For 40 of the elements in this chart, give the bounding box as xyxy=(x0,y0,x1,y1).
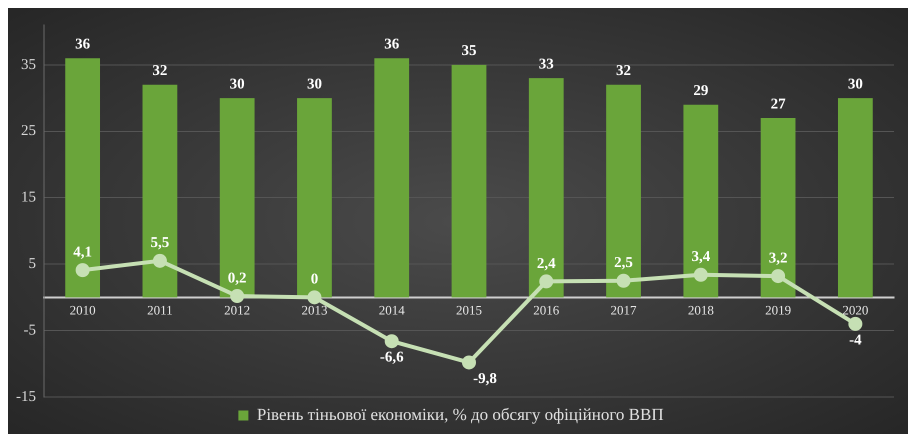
x-tick-label: 2019 xyxy=(765,302,792,318)
data-label: 0 xyxy=(310,272,318,288)
x-tick-label: 2014 xyxy=(378,302,406,318)
x-tick-label: 2016 xyxy=(533,302,560,318)
data-label: 5,5 xyxy=(150,235,170,252)
x-tick-label: 2011 xyxy=(147,302,173,318)
data-label: 0,2 xyxy=(228,270,247,286)
y-tick-label: 15 xyxy=(20,190,36,206)
data-label: 33 xyxy=(538,56,554,73)
data-label: 3,4 xyxy=(691,249,711,266)
data-label: -4 xyxy=(849,332,862,348)
x-tick-label: 2015 xyxy=(456,302,482,318)
data-label: 3,2 xyxy=(768,250,788,266)
x-tick-label: 2012 xyxy=(224,302,250,318)
x-tick-label: 2017 xyxy=(610,302,638,318)
data-label: 29 xyxy=(693,83,708,100)
y-tick-label: -15 xyxy=(16,388,36,405)
legend-label: Рівень тіньової економіки, % до обсягу офіційного ВВП xyxy=(256,404,664,424)
data-label: 4,1 xyxy=(73,244,92,260)
y-tick-label: 25 xyxy=(20,123,36,140)
data-label: 27 xyxy=(770,96,786,112)
data-label: 32 xyxy=(152,63,168,80)
data-label: 36 xyxy=(384,36,400,53)
data-label: 2,5 xyxy=(614,255,633,272)
data-label: 30 xyxy=(230,76,245,92)
data-label: 35 xyxy=(462,43,476,60)
data-label: -6,6 xyxy=(380,350,404,366)
data-label: 2,4 xyxy=(536,256,556,272)
x-tick-label: 2013 xyxy=(301,302,328,318)
data-label: 32 xyxy=(616,63,632,80)
x-tick-label: 2018 xyxy=(688,302,714,318)
data-label: 30 xyxy=(848,76,863,92)
y-tick-label: 5 xyxy=(28,256,36,272)
data-label: 30 xyxy=(306,76,322,92)
y-tick-label: 35 xyxy=(20,56,36,73)
y-tick-label: -5 xyxy=(23,322,36,339)
data-label: 36 xyxy=(75,36,91,53)
x-tick-label: 2010 xyxy=(70,302,96,318)
data-label: -9,8 xyxy=(473,370,497,387)
x-tick-label: 2020 xyxy=(842,302,868,318)
